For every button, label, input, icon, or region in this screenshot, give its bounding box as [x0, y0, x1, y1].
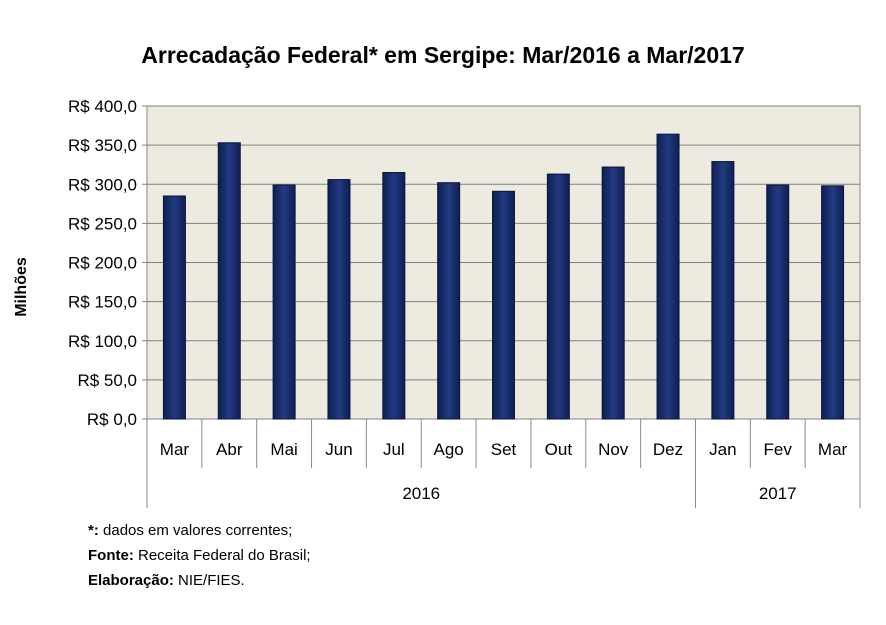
- x-tick-label: Mai: [270, 440, 297, 459]
- note-values: *: dados em valores correntes;: [88, 522, 293, 539]
- x-tick-label: Out: [545, 440, 573, 459]
- x-tick-label: Set: [491, 440, 517, 459]
- chart-notes: *: dados em valores correntes; Fonte: Re…: [88, 518, 311, 593]
- y-tick-label: R$ 150,0: [68, 293, 137, 312]
- bar: [162, 195, 186, 420]
- y-tick-label: R$ 0,0: [87, 410, 137, 429]
- y-tick-label: R$ 200,0: [68, 254, 137, 273]
- chart-title: Arrecadação Federal* em Sergipe: Mar/201…: [141, 42, 745, 68]
- bar: [711, 161, 735, 420]
- bar: [382, 172, 406, 420]
- y-tick-label: R$ 100,0: [68, 332, 137, 351]
- bar: [601, 166, 625, 420]
- bar: [217, 142, 241, 420]
- bar: [437, 182, 461, 420]
- group-label: 2016: [402, 484, 440, 503]
- bar: [766, 184, 790, 420]
- x-tick-label: Ago: [434, 440, 464, 459]
- bar: [272, 184, 296, 420]
- y-tick-label: R$ 250,0: [68, 214, 137, 233]
- bar: [492, 190, 515, 420]
- group-label: 2017: [759, 484, 797, 503]
- x-tick-label: Fev: [764, 440, 793, 459]
- note-author: Elaboração: NIE/FIES.: [88, 572, 245, 589]
- x-tick-label: Mar: [160, 440, 190, 459]
- bar: [656, 133, 680, 420]
- x-tick-label: Nov: [598, 440, 629, 459]
- note-source: Fonte: Receita Federal do Brasil;: [88, 547, 311, 564]
- bar: [821, 185, 845, 420]
- x-tick-label: Mar: [818, 440, 848, 459]
- y-tick-label: R$ 400,0: [68, 97, 137, 116]
- bar: [546, 173, 570, 420]
- y-tick-label: R$ 300,0: [68, 175, 137, 194]
- bar: [327, 179, 351, 420]
- x-tick-label: Abr: [216, 440, 243, 459]
- x-tick-label: Jun: [325, 440, 352, 459]
- y-tick-label: R$ 50,0: [77, 371, 137, 390]
- x-tick-label: Jan: [709, 440, 736, 459]
- y-tick-label: R$ 350,0: [68, 136, 137, 155]
- x-tick-label: Dez: [653, 440, 683, 459]
- x-tick-label: Jul: [383, 440, 405, 459]
